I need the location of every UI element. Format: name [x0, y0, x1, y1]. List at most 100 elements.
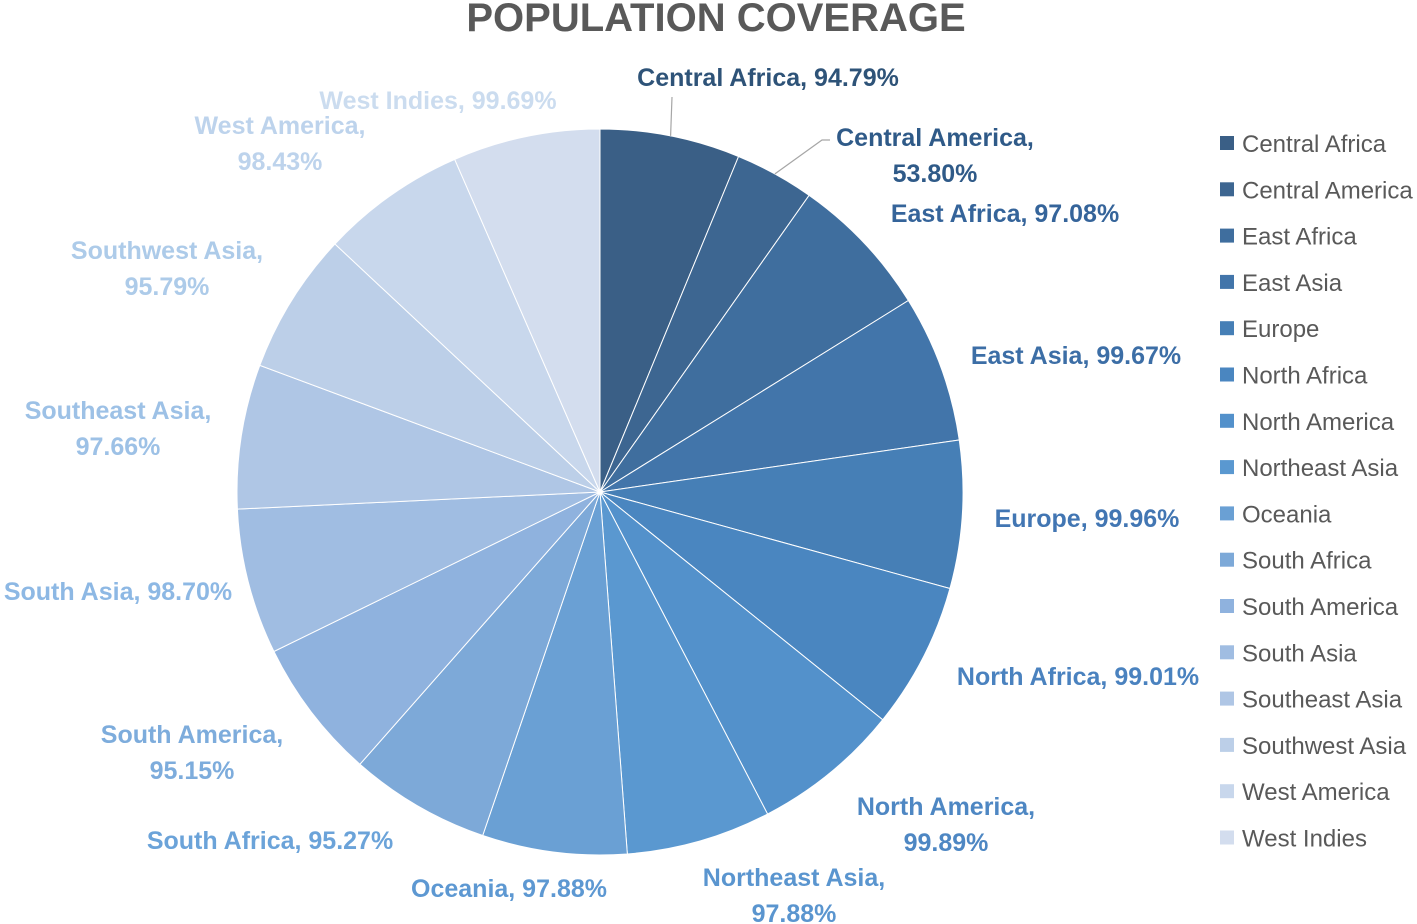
- pie-slice-west-america: [334, 158, 601, 493]
- legend-label: Central America: [1242, 177, 1413, 204]
- pie-slices: [236, 128, 964, 856]
- pie-slice-southeast-asia: [236, 364, 601, 510]
- pie-slice-east-asia: [599, 299, 960, 493]
- data-label-line: South Africa, 95.27%: [147, 827, 393, 855]
- data-label-line: East Asia, 99.67%: [971, 342, 1181, 370]
- legend-swatch: [1220, 413, 1234, 428]
- pie-slice-west-indies: [454, 128, 601, 493]
- legend-item-northeast-asia: Northeast Asia: [1220, 455, 1399, 482]
- data-label-line: North Africa, 99.01%: [957, 663, 1199, 691]
- legend-item-central-africa: Central Africa: [1220, 131, 1387, 158]
- legend-item-south-america: South America: [1220, 594, 1399, 621]
- legend-item-east-asia: East Asia: [1220, 270, 1343, 297]
- legend-label: West America: [1242, 779, 1390, 806]
- legend-item-west-indies: West Indies: [1220, 826, 1367, 853]
- legend-swatch: [1220, 691, 1234, 706]
- legend-label: North America: [1242, 409, 1395, 436]
- data-label-south-asia: South Asia, 98.70%: [4, 578, 232, 606]
- legend-item-north-america: North America: [1220, 409, 1395, 436]
- data-label-east-africa: East Africa, 97.08%: [891, 200, 1119, 228]
- data-label-west-america: West America, 98.43%: [195, 112, 366, 176]
- legend-swatch: [1220, 552, 1234, 567]
- legend-label: South America: [1242, 594, 1399, 621]
- legend-label: South Africa: [1242, 548, 1372, 575]
- legend-label: Northeast Asia: [1242, 455, 1399, 482]
- legend-swatch: [1220, 228, 1234, 243]
- data-label-southeast-asia: Southeast Asia, 97.66%: [25, 397, 212, 461]
- data-label-line: 95.15%: [150, 757, 235, 785]
- legend-item-oceania: Oceania: [1220, 501, 1332, 528]
- legend-swatch: [1220, 784, 1234, 799]
- data-label-line: Central Africa, 94.79%: [637, 64, 899, 92]
- data-label-line: South Asia, 98.70%: [4, 578, 232, 606]
- data-label-line: Oceania, 97.88%: [411, 875, 607, 903]
- legend-swatch: [1220, 830, 1234, 845]
- data-label-line: West America,: [195, 112, 366, 140]
- legend-item-east-africa: East Africa: [1220, 224, 1357, 251]
- data-label-north-america: North America, 99.89%: [857, 793, 1035, 857]
- data-label-line: Northeast Asia,: [703, 864, 885, 892]
- legend-item-central-america: Central America: [1220, 177, 1413, 204]
- data-label-southwest-asia: Southwest Asia, 95.79%: [71, 237, 263, 301]
- pie-slice-central-africa: [599, 128, 740, 493]
- legend-label: West Indies: [1242, 826, 1367, 853]
- pie-slice-oceania: [482, 491, 628, 856]
- legend-label: East Africa: [1242, 224, 1357, 251]
- pie-slice-north-america: [599, 491, 884, 815]
- legend-swatch: [1220, 506, 1234, 521]
- legend-label: Europe: [1242, 316, 1319, 343]
- data-label-line: 99.89%: [904, 829, 989, 857]
- data-label-south-america: South America, 95.15%: [101, 721, 283, 785]
- pie-slice-south-america: [273, 491, 601, 765]
- legend-swatch: [1220, 274, 1234, 289]
- data-label-west-indies: West Indies, 99.69%: [319, 87, 556, 115]
- legend-swatch: [1220, 460, 1234, 475]
- data-label-line: Southeast Asia,: [25, 397, 212, 425]
- pie-slice-south-asia: [236, 491, 601, 653]
- data-label-line: 98.43%: [238, 148, 323, 176]
- leader-line-central-africa: [670, 96, 673, 136]
- legend-label: Oceania: [1242, 501, 1332, 528]
- data-labels: Central Africa, 94.79% Central America, 53…: [4, 64, 1199, 924]
- legend-swatch: [1220, 321, 1234, 336]
- legend-item-southeast-asia: Southeast Asia: [1220, 687, 1403, 714]
- data-label-line: 97.66%: [76, 433, 161, 461]
- data-label-north-africa: North Africa, 99.01%: [957, 663, 1199, 691]
- data-label-line: 53.80%: [893, 160, 978, 188]
- data-label-northeast-asia: Northeast Asia, 97.88%: [703, 864, 885, 924]
- data-label-line: 97.88%: [752, 900, 837, 924]
- legend-label: South Asia: [1242, 640, 1357, 667]
- data-label-line: South America,: [101, 721, 283, 749]
- data-label-line: West Indies, 99.69%: [319, 87, 556, 115]
- legend-item-south-africa: South Africa: [1220, 548, 1372, 575]
- leader-lines: [670, 96, 830, 175]
- data-label-europe: Europe, 99.96%: [995, 505, 1180, 533]
- legend-item-europe: Europe: [1220, 316, 1319, 343]
- pie-slice-north-africa: [599, 491, 951, 721]
- chart-title: POPULATION COVERAGE: [466, 0, 965, 40]
- data-label-line: Southwest Asia,: [71, 237, 263, 265]
- pie-slice-europe: [599, 439, 964, 590]
- legend-item-west-america: West America: [1220, 779, 1390, 806]
- legend-swatch: [1220, 737, 1234, 752]
- legend-label: Central Africa: [1242, 131, 1387, 158]
- data-label-oceania: Oceania, 97.88%: [411, 875, 607, 903]
- legend-swatch: [1220, 367, 1234, 382]
- data-label-south-africa: South Africa, 95.27%: [147, 827, 393, 855]
- legend-swatch: [1220, 645, 1234, 660]
- pie-slice-northeast-asia: [599, 491, 769, 855]
- legend-label: North Africa: [1242, 363, 1368, 390]
- legend-label: East Asia: [1242, 270, 1343, 297]
- data-label-line: North America,: [857, 793, 1035, 821]
- pie-slice-south-africa: [359, 491, 601, 837]
- data-label-line: Central America,: [836, 124, 1034, 152]
- legend-swatch: [1220, 599, 1234, 613]
- pie-slice-southwest-asia: [259, 243, 601, 493]
- legend: Central Africa Central America East Africa…: [1220, 131, 1413, 853]
- data-label-east-asia: East Asia, 99.67%: [971, 342, 1181, 370]
- legend-item-south-asia: South Asia: [1220, 640, 1357, 667]
- pie-slice-east-africa: [599, 194, 910, 493]
- leader-line-central-america: [774, 139, 830, 175]
